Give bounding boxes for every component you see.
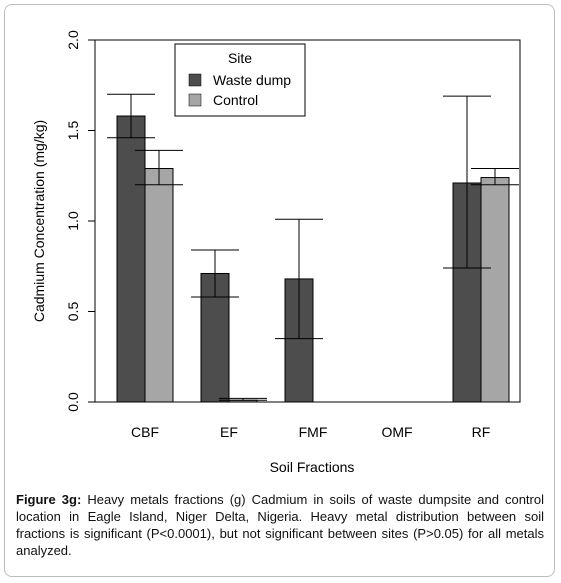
caption-text: Heavy metals fractions (g) Cadmium in so… <box>16 492 544 558</box>
caption-label: Figure 3g: <box>16 492 82 507</box>
y-tick-label: 1.5 <box>65 121 81 141</box>
bar-control-rf <box>480 177 510 403</box>
x-tick-label: OMF <box>381 424 412 440</box>
x-tick-label: CBF <box>131 424 159 440</box>
legend: Site Waste dump Control <box>174 43 306 117</box>
bars-group <box>116 115 510 403</box>
y-tick-label: 0.0 <box>65 392 81 412</box>
legend-swatch-waste-dump <box>188 73 202 87</box>
cadmium-bar-chart: 0.0 0.5 1.0 1.5 2.0 CBF EF FMF OMF RF Cadmium Co… <box>31 30 521 475</box>
x-axis: CBF EF FMF OMF RF <box>131 424 490 440</box>
legend-swatch-control <box>188 93 202 107</box>
x-axis-label: Soil Fractions <box>270 459 355 475</box>
x-tick-label: EF <box>220 424 238 440</box>
legend-label-control: Control <box>213 92 258 108</box>
figure-caption: Figure 3g: Heavy metals fractions (g) Ca… <box>16 491 544 559</box>
legend-label-waste-dump: Waste dump <box>213 72 291 88</box>
y-axis-label: Cadmium Concentration (mg/kg) <box>31 120 47 322</box>
y-tick-label: 1.0 <box>65 211 81 231</box>
y-tick-label: 0.5 <box>65 302 81 322</box>
bar-control-cbf <box>144 168 174 403</box>
x-tick-label: FMF <box>299 424 328 440</box>
error-bars-group <box>107 93 519 401</box>
y-axis: 0.0 0.5 1.0 1.5 2.0 <box>65 30 95 412</box>
legend-title: Site <box>228 50 252 66</box>
bar-waste-dump-cbf <box>116 115 146 403</box>
x-tick-label: RF <box>472 424 491 440</box>
y-tick-label: 2.0 <box>65 30 81 50</box>
